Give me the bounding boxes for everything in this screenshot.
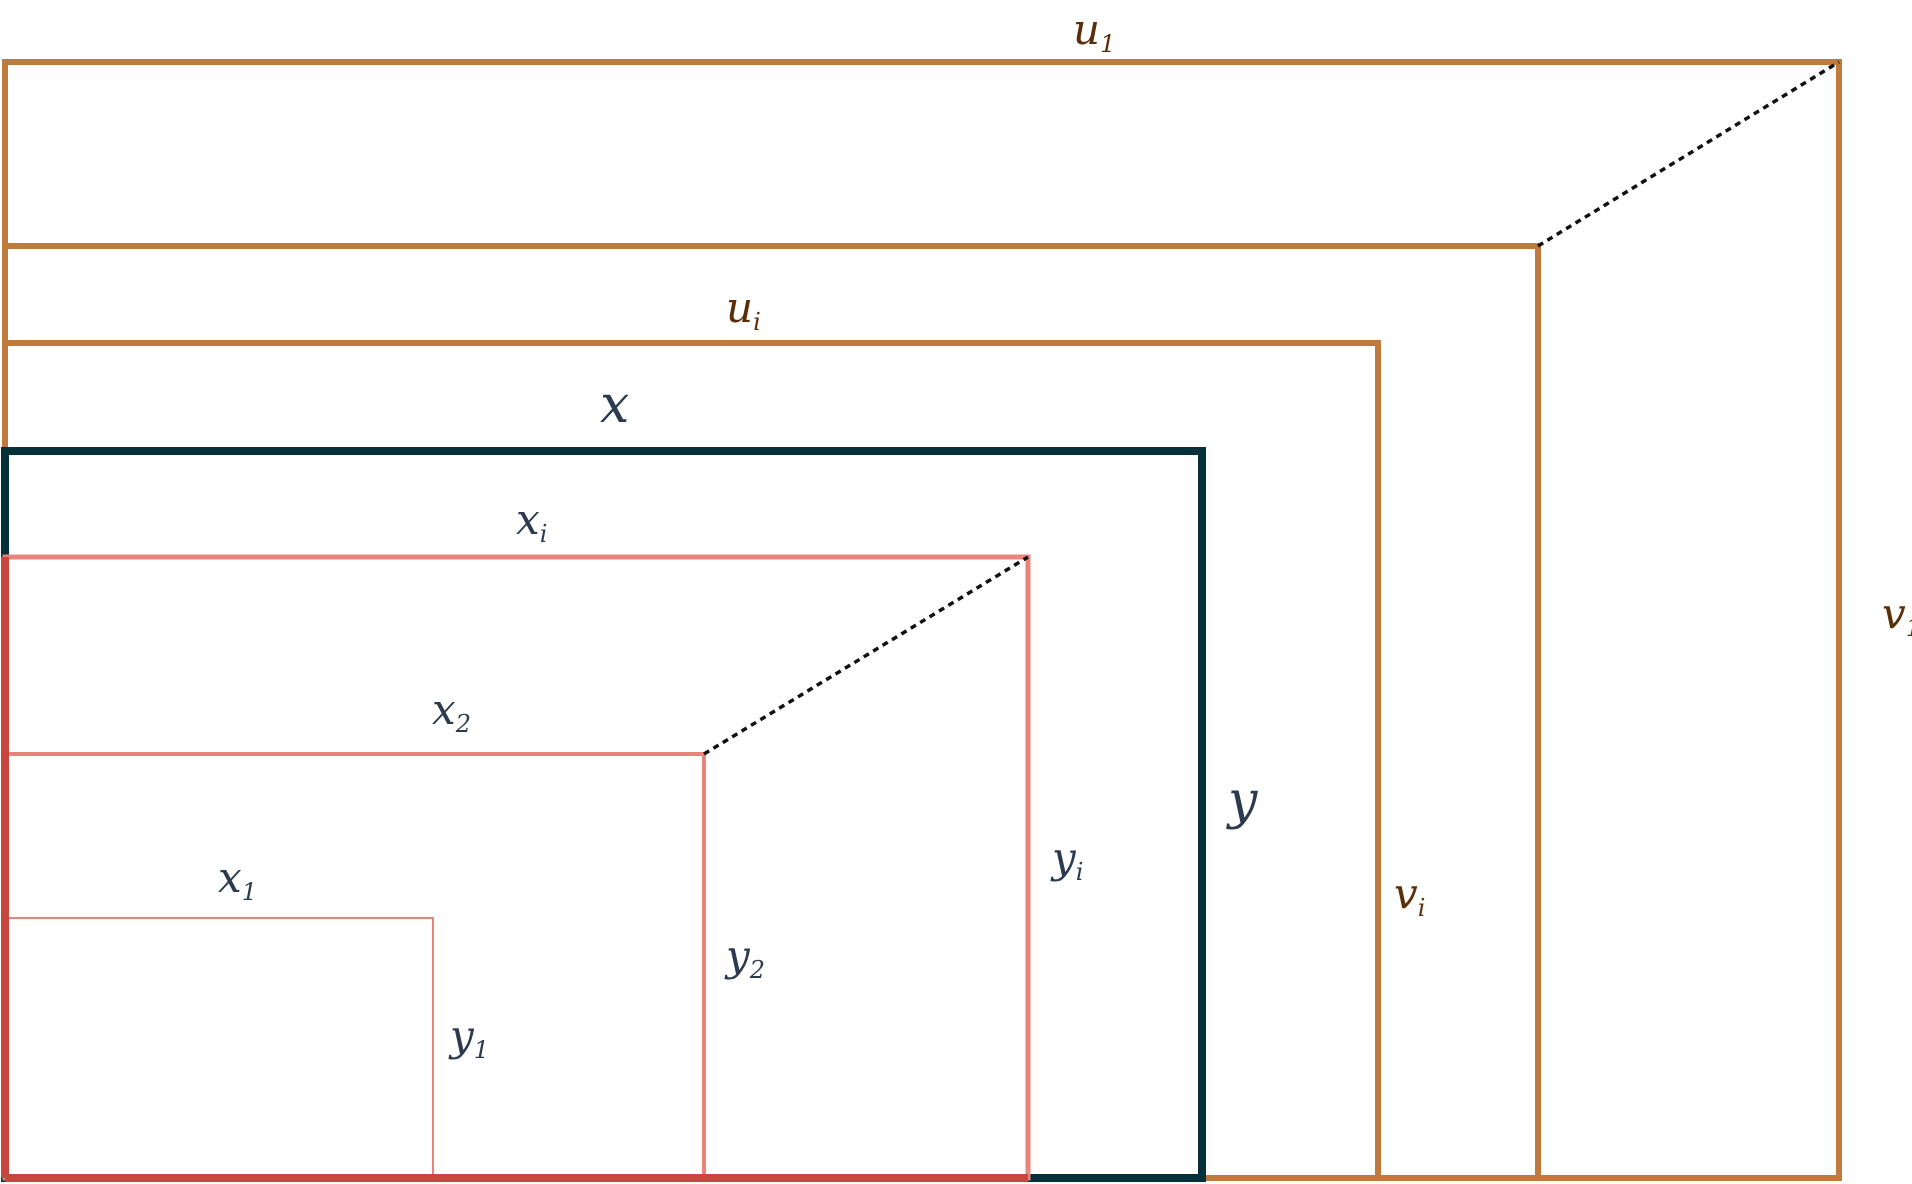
label-y2: y2 [724,931,765,984]
label-v1: v1 [1882,589,1912,642]
label-xi: xi [516,495,547,548]
rect-x2-y2 [3,752,706,1180]
label-u1: u1 [1073,5,1115,58]
label-yi: yi [1050,833,1083,886]
label-x: x [600,375,629,435]
diagonal-inner [703,555,1029,756]
rect-x-y [1,447,1206,1182]
label-y1: y1 [448,1011,489,1064]
label-y: y [1226,771,1258,831]
diagonal-outer [1537,60,1840,248]
rect-ui-vi [2,340,1381,1181]
label-ui: ui [726,283,761,336]
label-x1: x1 [218,853,257,906]
label-vi: vi [1394,869,1425,922]
rect-x1-y1 [4,917,434,1179]
label-x2: x2 [432,685,471,738]
